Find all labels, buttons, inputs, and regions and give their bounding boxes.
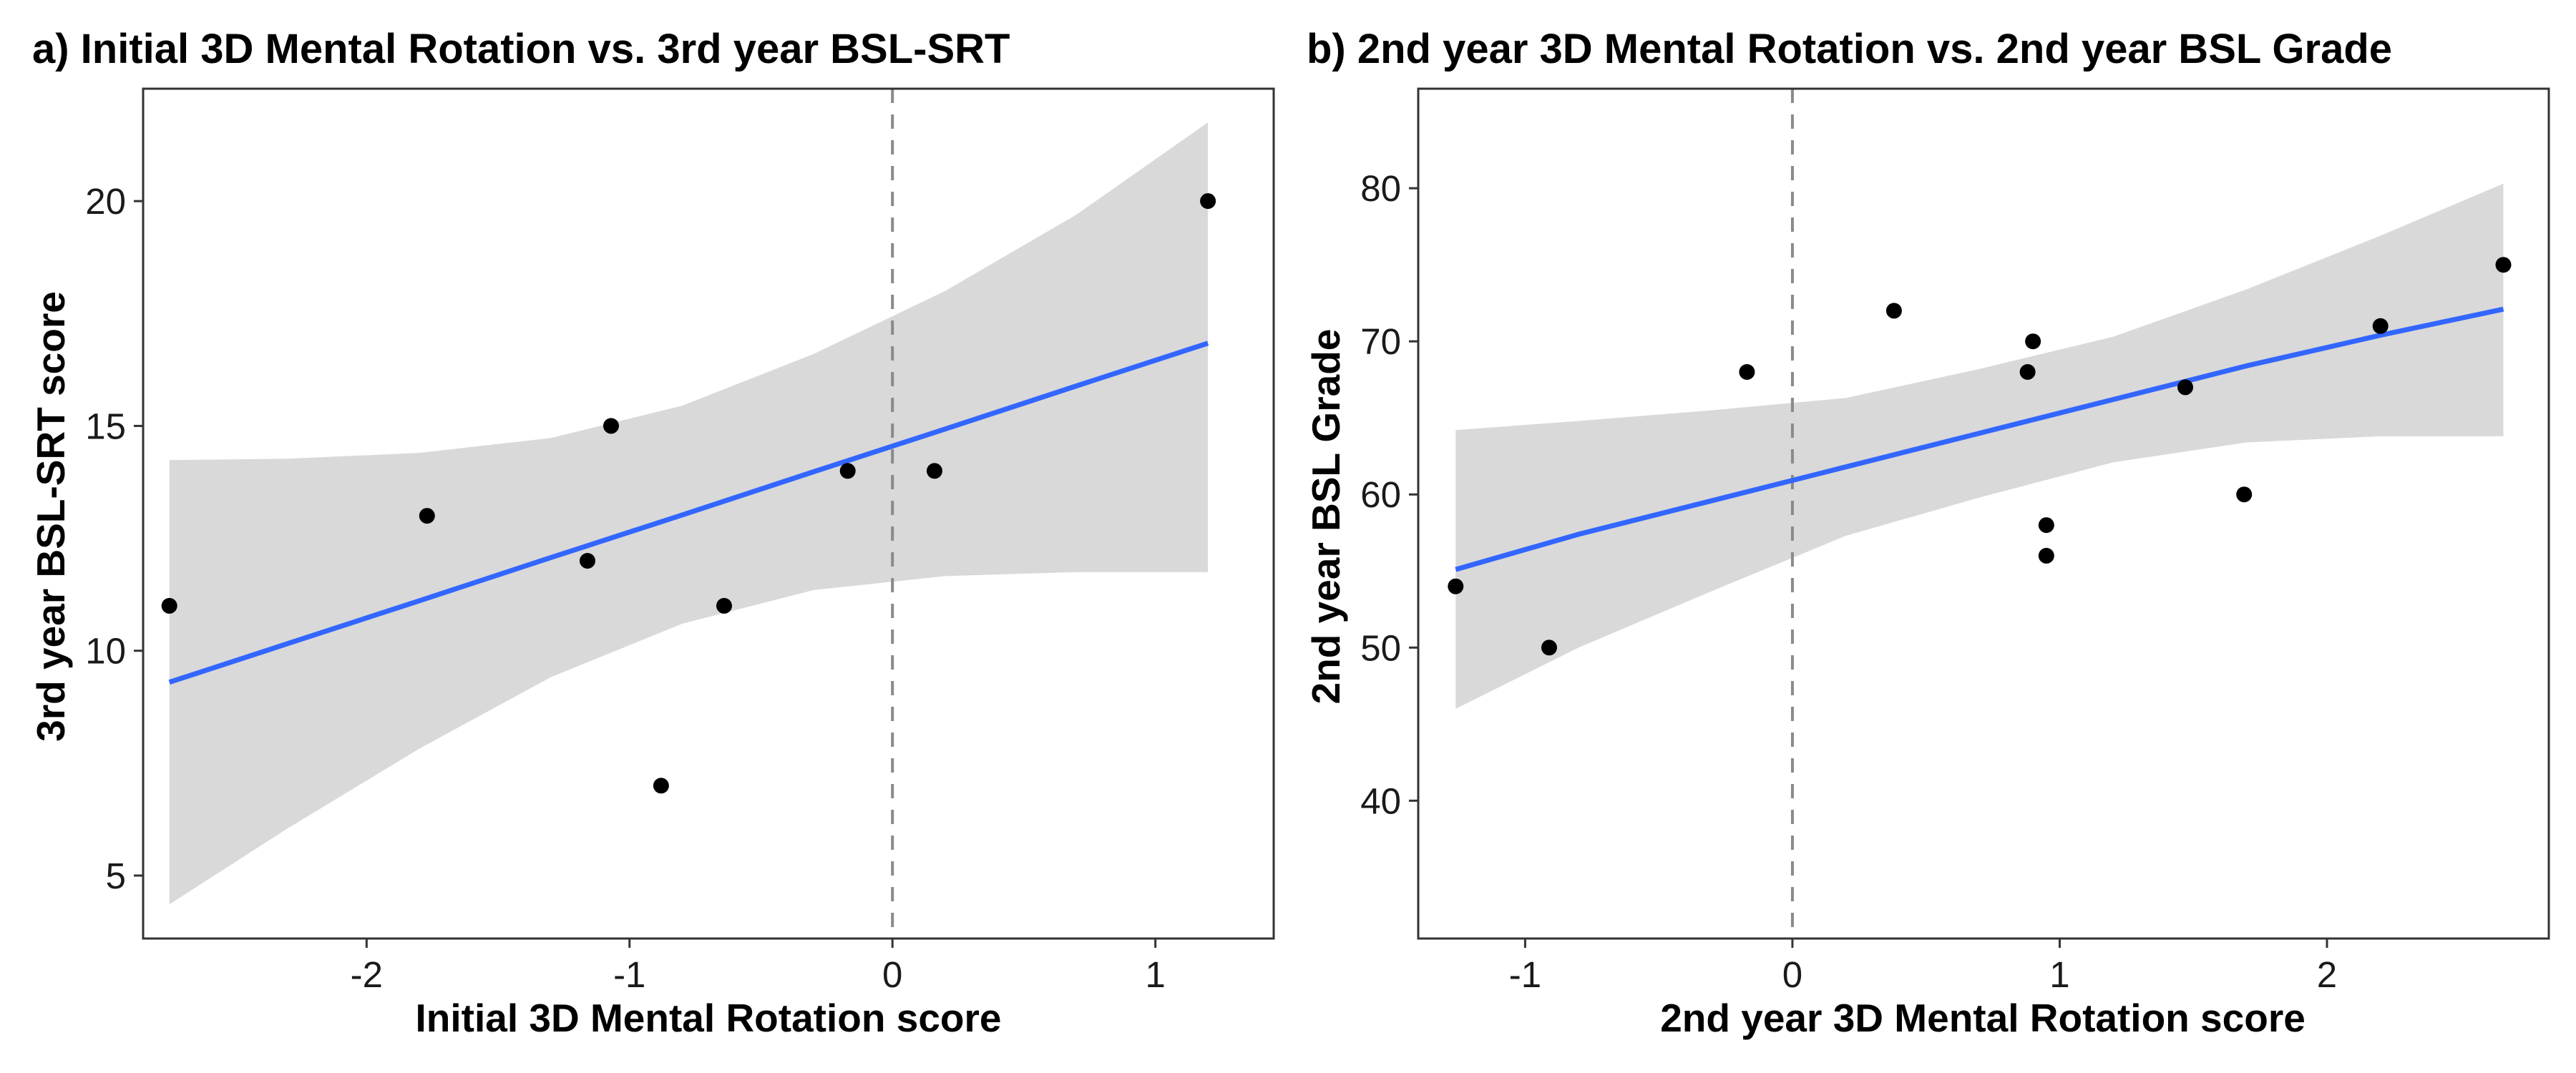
panel-a-data-point-9 [1200,193,1216,210]
panel-b-data-point-11 [2372,318,2389,334]
panel-b-y-tick-label: 40 [1360,780,1401,821]
panel-b-data-point-3 [1739,364,1755,380]
panel-b-data-point-4 [1885,303,1902,319]
panel-b-data-point-9 [2177,379,2193,396]
panel-b-x-axis-title: 2nd year 3D Mental Rotation score [1660,996,2306,1040]
panel-b-data-point-5 [2019,364,2036,380]
panel-b-title: b) 2nd year 3D Mental Rotation vs. 2nd y… [1307,26,2392,72]
panel-b-x-tick-label: 0 [1782,954,1802,995]
panel-a-x-axis-title: Initial 3D Mental Rotation score [415,996,1001,1040]
panel-a: a) Initial 3D Mental Rotation vs. 3rd ye… [29,26,1275,1040]
panel-a-y-tick-label: 20 [85,181,126,222]
panel-a-y-tick-label: 10 [85,631,126,672]
panel-b-data-point-6 [2025,333,2041,350]
panel-a-regression-line [168,340,1209,685]
panel-b-data-point-2 [1541,640,1557,656]
panel-b-y-tick-label: 70 [1360,321,1401,362]
panel-a-y-axis-title: 3rd year BSL-SRT score [29,291,73,742]
panel-b-data-point-7 [2038,517,2054,534]
panel-b-data-point-10 [2236,486,2253,503]
panel-a-data-point-8 [927,463,942,479]
panel-a-x-tick-label: 1 [1145,954,1165,995]
panel-a-x-tick-label: -2 [351,954,383,995]
panel-b-y-tick-label: 60 [1360,474,1401,515]
panel-a-panel-border [142,87,1275,940]
panel-b-data-point-8 [2038,547,2054,564]
panel-b-regression-line [1455,306,2504,572]
panel-b-confidence-band [1455,183,2504,709]
panel-b-x-tick-label: -1 [1509,954,1541,995]
panel-a-y-tick-label: 15 [85,406,126,446]
panel-a-data-point-7 [839,463,856,479]
panel-b-data-point-1 [1448,578,1464,594]
panel-b-x-tick-label: 1 [2049,954,2069,995]
panel-a-title: a) Initial 3D Mental Rotation vs. 3rd ye… [32,26,1010,72]
panel-a-x-tick-label: 0 [882,954,902,995]
panel-b-panel-border [1417,87,2550,940]
panel-a-data-point-6 [716,597,732,614]
panel-b-data-point-12 [2495,257,2512,273]
panel-a-x-tick-label: -1 [613,954,645,995]
panel-b-y-axis-title: 2nd year BSL Grade [1304,329,1348,705]
panel-a-data-point-5 [653,778,669,794]
panel-b-y-tick-label: 50 [1360,627,1401,668]
panel-a-data-point-4 [603,418,619,434]
panel-b-y-tick-label: 80 [1360,168,1401,209]
panel-b-x-tick-label: 2 [2317,954,2337,995]
panel-b-plot-area: -1 0 1 2 40 50 60 70 80 [1360,87,2550,995]
panel-a-data-point-1 [161,597,177,614]
panel-a-data-point-3 [580,553,595,569]
panel-b: b) 2nd year 3D Mental Rotation vs. 2nd y… [1304,26,2550,1040]
panel-a-data-point-2 [419,508,435,524]
panel-a-y-tick-label: 5 [106,856,126,896]
